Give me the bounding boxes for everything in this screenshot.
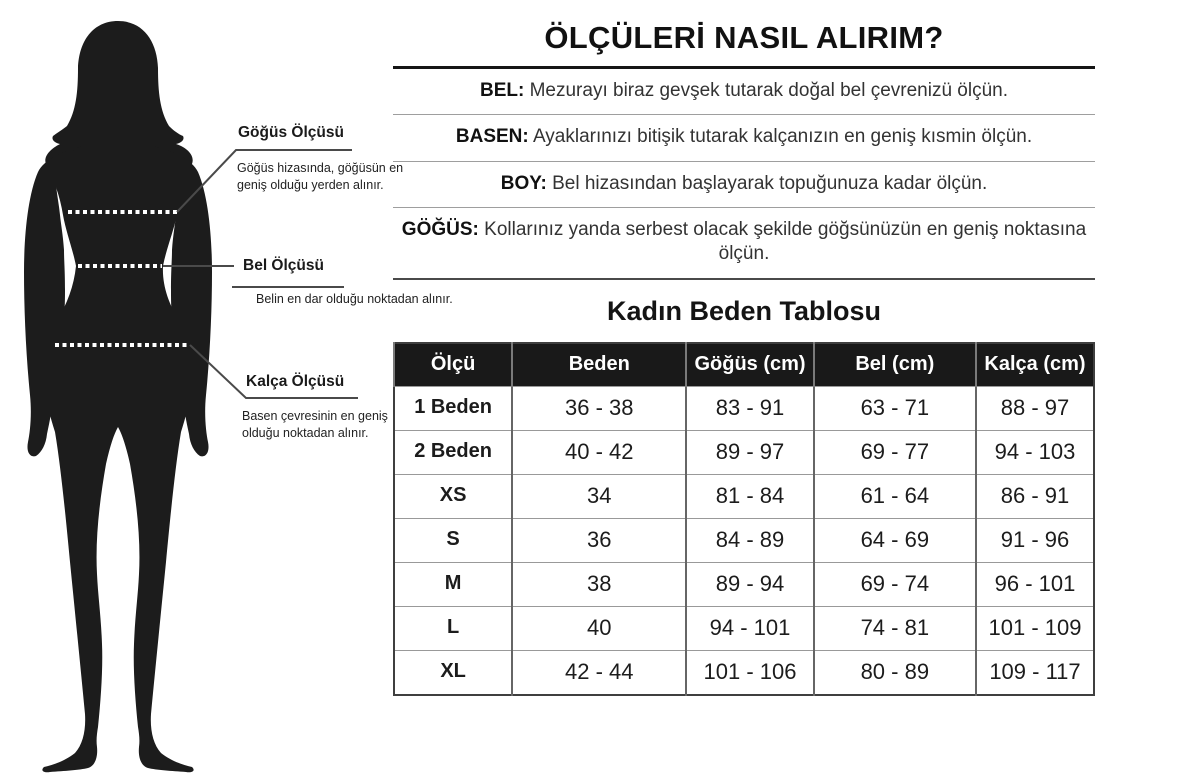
size-table-cell-gogus: 89 - 97 — [685, 429, 814, 475]
size-table-header-cell: Beden — [511, 342, 687, 387]
instruction-label: BOY: — [500, 172, 547, 194]
instruction-text: Bel hizasından başlayarak topuğunuza kad… — [552, 172, 988, 194]
hip-measure-label: Kalça Ölçüsü — [246, 373, 345, 390]
size-table-cell-kalca: 88 - 97 — [974, 385, 1094, 431]
size-table-cell-beden: 40 - 42 — [511, 429, 687, 475]
size-table-row: M 38 89 - 94 69 - 74 96 - 101 — [394, 561, 1094, 607]
size-table-cell-kalca: 96 - 101 — [974, 561, 1094, 607]
instruction-item: BOY: Bel hizasından başlayarak topuğunuz… — [393, 162, 1095, 208]
size-table-cell-kalca: 91 - 96 — [974, 517, 1094, 563]
size-table-cell-beden: 38 — [511, 561, 687, 607]
size-table-header-cell: Ölçü — [392, 342, 513, 387]
size-table-cell-olcu: XS — [394, 473, 513, 519]
size-table-cell-gogus: 94 - 101 — [685, 605, 814, 651]
size-table-cell-bel: 64 - 69 — [812, 517, 976, 563]
instruction-label: BASEN: — [455, 126, 529, 148]
title-divider — [393, 66, 1095, 69]
size-table-cell-gogus: 81 - 84 — [685, 473, 814, 519]
size-table-cell-gogus: 83 - 91 — [685, 385, 814, 431]
instruction-label: BEL: — [479, 80, 525, 101]
size-table-header-cell: Kalça (cm) — [974, 342, 1094, 387]
waist-measure-label: Bel Ölçüsü — [243, 257, 324, 274]
size-table-cell-bel: 61 - 64 — [812, 473, 976, 519]
instruction-item: BASEN: Ayaklarınızı bitişik tutarak kalç… — [393, 115, 1095, 162]
size-table-cell-bel: 74 - 81 — [812, 605, 976, 651]
instruction-item: BEL: Mezurayı biraz gevşek tutarak doğal… — [393, 69, 1095, 116]
silhouette-right-arm — [154, 146, 212, 457]
size-table-row: L 40 94 - 101 74 - 81 101 - 109 — [394, 605, 1094, 651]
size-table-cell-olcu: XL — [394, 649, 513, 695]
hip-leader-line — [189, 344, 358, 399]
size-table-cell-olcu: 1 Beden — [394, 385, 513, 431]
size-table-cell-olcu: S — [394, 517, 513, 563]
size-table-cell-beden: 36 — [511, 517, 687, 563]
size-table-header-cell: Göğüs (cm) — [685, 342, 814, 387]
size-table-row: S 36 84 - 89 64 - 69 91 - 96 — [394, 517, 1094, 563]
silhouette-body — [42, 21, 194, 773]
size-table-cell-bel: 69 - 77 — [812, 429, 976, 475]
instruction-list: BEL: Mezurayı biraz gevşek tutarak doğal… — [393, 69, 1095, 280]
size-table-header-cell: Bel (cm) — [812, 342, 976, 387]
size-table-body: 1 Beden 36 - 38 83 - 91 63 - 71 88 - 97 … — [394, 385, 1094, 695]
size-table-cell-kalca: 94 - 103 — [974, 429, 1094, 475]
size-table-cell-beden: 36 - 38 — [511, 385, 687, 431]
size-table-row: XS 34 81 - 84 61 - 64 86 - 91 — [394, 473, 1094, 519]
size-table-cell-beden: 40 — [511, 605, 687, 651]
size-table-cell-olcu: L — [394, 605, 513, 651]
size-table-cell-kalca: 86 - 91 — [974, 473, 1094, 519]
size-table: Ölçü Beden Göğüs (cm) Bel (cm) Kalça (cm… — [392, 341, 1095, 696]
size-table-cell-bel: 80 - 89 — [812, 649, 976, 695]
size-table-cell-kalca: 101 - 109 — [974, 605, 1094, 651]
silhouette-left-arm — [24, 146, 82, 457]
female-silhouette-figure — [24, 21, 358, 773]
size-table-cell-gogus: 89 - 94 — [685, 561, 814, 607]
instruction-text: Ayaklarınızı bitişik tutarak kalçanızın … — [532, 126, 1033, 148]
hip-measure-description: Basen çevresinin en geniş olduğu noktada… — [242, 409, 388, 440]
size-table-row: 2 Beden 40 - 42 89 - 97 69 - 77 94 - 103 — [394, 429, 1094, 475]
chest-leader-line — [176, 149, 352, 213]
size-table-row: XL 42 - 44 101 - 106 80 - 89 109 - 117 — [394, 649, 1094, 695]
size-table-cell-olcu: M — [394, 561, 513, 607]
instruction-label: GÖĞÜS: — [401, 218, 479, 240]
size-table-cell-bel: 63 - 71 — [812, 385, 976, 431]
size-table-cell-beden: 42 - 44 — [511, 649, 687, 695]
size-table-cell-beden: 34 — [511, 473, 687, 519]
chest-measure-description: Göğüs hizasında, göğüsün en geniş olduğu… — [237, 161, 404, 192]
size-table-title: Kadın Beden Tablosu — [606, 295, 882, 326]
measure-guide-panel: ÖLÇÜLERİ NASIL ALIRIM? BEL: Mezurayı bir… — [392, 0, 1095, 696]
instruction-text: Kollarınız yanda serbest olacak şekilde … — [484, 218, 1087, 265]
size-table-cell-kalca: 109 - 117 — [974, 649, 1094, 695]
howto-title: ÖLÇÜLERİ NASIL ALIRIM? — [544, 20, 944, 55]
size-table-row: 1 Beden 36 - 38 83 - 91 63 - 71 88 - 97 — [394, 385, 1094, 431]
chest-measure-label: Göğüs Ölçüsü — [238, 124, 344, 141]
size-table-header-row: Ölçü Beden Göğüs (cm) Bel (cm) Kalça (cm… — [392, 342, 1094, 387]
size-table-cell-bel: 69 - 74 — [812, 561, 976, 607]
size-table-cell-gogus: 101 - 106 — [685, 649, 814, 695]
instruction-item: GÖĞÜS: Kollarınız yanda serbest olacak ş… — [393, 208, 1095, 280]
size-table-cell-olcu: 2 Beden — [394, 429, 513, 475]
waist-measure-description: Belin en dar olduğu noktadan alınır. — [256, 292, 453, 306]
size-table-cell-gogus: 84 - 89 — [685, 517, 814, 563]
instruction-text: Mezurayı biraz gevşek tutarak doğal bel … — [529, 80, 1009, 101]
